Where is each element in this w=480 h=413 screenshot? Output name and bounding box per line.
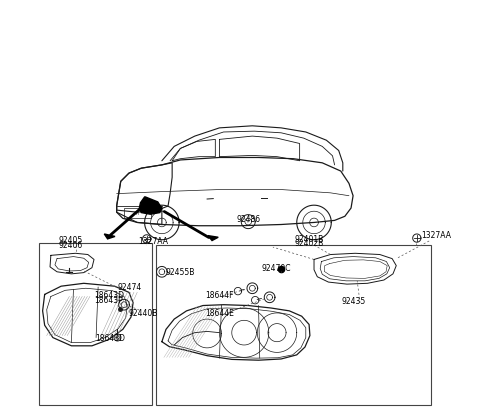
Text: H: H — [136, 212, 139, 216]
Text: 18644E: 18644E — [205, 308, 234, 317]
Text: 18643D: 18643D — [94, 291, 124, 299]
Text: 92474: 92474 — [118, 282, 142, 291]
Text: 92406: 92406 — [58, 240, 83, 249]
Text: 92440B: 92440B — [128, 308, 157, 317]
Text: 92455B: 92455B — [165, 267, 194, 276]
Text: 18643D: 18643D — [95, 333, 125, 342]
Text: 18644F: 18644F — [205, 291, 234, 299]
Text: 1327AA: 1327AA — [421, 230, 451, 239]
Text: 92405: 92405 — [58, 235, 83, 244]
Text: 92486: 92486 — [237, 215, 261, 224]
Bar — [38, 243, 152, 406]
Text: 92401B: 92401B — [295, 234, 324, 243]
Text: 92470C: 92470C — [262, 263, 291, 272]
Polygon shape — [208, 236, 218, 241]
Polygon shape — [104, 235, 115, 239]
Text: 18643P: 18643P — [94, 295, 123, 304]
Polygon shape — [139, 197, 162, 215]
Text: 92435: 92435 — [342, 296, 366, 305]
Bar — [124, 209, 151, 219]
Text: 92402B: 92402B — [295, 238, 324, 247]
Bar — [156, 245, 431, 406]
Text: 1327AA: 1327AA — [138, 236, 168, 245]
